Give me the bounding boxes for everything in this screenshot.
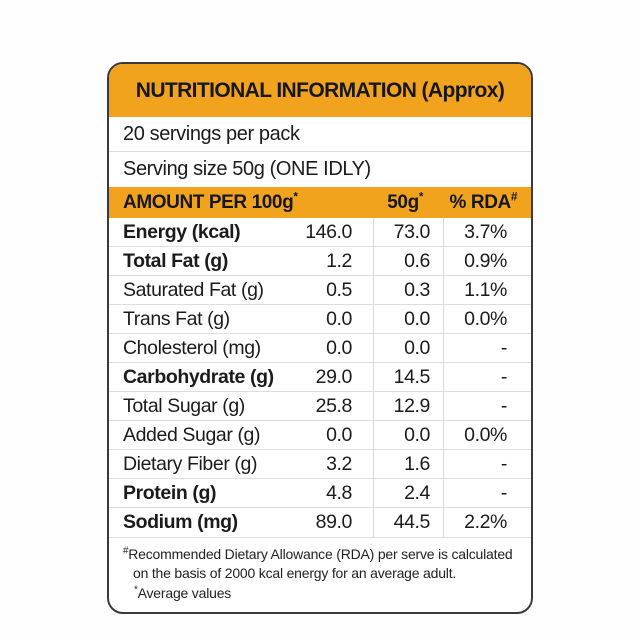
average-values-footnote: *Average values bbox=[134, 584, 519, 603]
row-label: Protein (g) bbox=[123, 481, 217, 504]
table-row-saturated-fat: Saturated Fat (g) 0.5 0.3 1.1% bbox=[109, 276, 531, 305]
row-value-50g: 2.4 bbox=[373, 479, 443, 507]
table-row-cholesterol: Cholesterol (mg) 0.0 0.0 - bbox=[109, 334, 531, 363]
asterisk-marker: * bbox=[293, 190, 298, 204]
table-row-trans-fat: Trans Fat (g) 0.0 0.0 0.0% bbox=[109, 305, 531, 334]
row-value-50g: 1.6 bbox=[373, 450, 443, 478]
row-value-100g: 4.8 bbox=[326, 481, 352, 504]
row-label: Sodium (mg) bbox=[123, 511, 238, 533]
row-value-rda: - bbox=[443, 363, 531, 391]
row-value-50g: 0.3 bbox=[373, 276, 443, 304]
row-value-rda: - bbox=[443, 450, 531, 478]
row-value-50g: 0.0 bbox=[373, 421, 443, 449]
row-value-50g: 73.0 bbox=[373, 218, 443, 246]
row-label: Energy (kcal) bbox=[123, 220, 241, 243]
table-row-energy: Energy (kcal) 146.0 73.0 3.7% bbox=[109, 218, 531, 247]
row-label: Dietary Fiber (g) bbox=[123, 452, 258, 475]
servings-per-pack-row: 20 servings per pack bbox=[109, 117, 531, 152]
label-header-band: NUTRITIONAL INFORMATION (Approx) bbox=[109, 64, 531, 117]
row-value-100g: 25.8 bbox=[315, 394, 353, 417]
average-values-text: Average values bbox=[137, 584, 232, 601]
row-value-50g: 12.9 bbox=[373, 392, 443, 420]
rda-footnote: #Recommended Dietary Allowance (RDA) per… bbox=[123, 545, 519, 583]
row-value-50g: 14.5 bbox=[373, 363, 443, 391]
nutrition-table: Energy (kcal) 146.0 73.0 3.7% Total Fat … bbox=[109, 218, 531, 537]
hash-marker: # bbox=[123, 545, 129, 557]
hash-marker: # bbox=[510, 190, 518, 204]
rda-footnote-text: Recommended Dietary Allowance (RDA) per … bbox=[128, 546, 513, 581]
row-value-rda: - bbox=[443, 392, 531, 420]
row-label: Trans Fat (g) bbox=[123, 307, 230, 330]
row-value-100g: 146.0 bbox=[305, 220, 352, 243]
column-header-amount-text: AMOUNT PER 100g bbox=[123, 191, 294, 213]
nutrition-label-card: NUTRITIONAL INFORMATION (Approx) 20 serv… bbox=[107, 62, 533, 615]
row-value-rda: 2.2% bbox=[443, 508, 531, 537]
row-value-rda: 0.0% bbox=[443, 421, 531, 449]
row-value-50g: 0.0 bbox=[373, 305, 443, 333]
table-row-sodium: Sodium (mg) 89.0 44.5 2.2% bbox=[109, 508, 531, 537]
row-value-100g: 0.0 bbox=[326, 307, 352, 330]
row-value-100g: 0.0 bbox=[326, 336, 352, 359]
asterisk-marker: * bbox=[418, 190, 424, 204]
table-row-carbohydrate: Carbohydrate (g) 29.0 14.5 - bbox=[109, 363, 531, 392]
row-value-100g: 0.5 bbox=[326, 278, 352, 301]
row-label: Added Sugar (g) bbox=[123, 423, 261, 446]
row-value-rda: - bbox=[443, 479, 531, 507]
row-value-rda: 3.7% bbox=[443, 218, 531, 246]
row-value-rda: 1.1% bbox=[443, 276, 531, 304]
row-value-50g: 0.0 bbox=[373, 334, 443, 362]
row-value-50g: 0.6 bbox=[373, 247, 443, 275]
row-value-100g: 29.0 bbox=[315, 365, 353, 388]
table-row-dietary-fiber: Dietary Fiber (g) 3.2 1.6 - bbox=[109, 450, 531, 479]
row-value-rda: - bbox=[443, 334, 531, 362]
row-label: Carbohydrate (g) bbox=[123, 365, 274, 388]
asterisk-marker: * bbox=[134, 583, 138, 595]
label-title: NUTRITIONAL INFORMATION (Approx) bbox=[135, 78, 505, 102]
column-header-rda-text: % RDA bbox=[449, 191, 512, 213]
footnotes-section: #Recommended Dietary Allowance (RDA) per… bbox=[109, 537, 531, 612]
serving-size-row: Serving size 50g (ONE IDLY) bbox=[109, 152, 531, 187]
column-header-50g: 50g* bbox=[373, 190, 443, 214]
servings-per-pack-text: 20 servings per pack bbox=[123, 122, 300, 145]
table-row-protein: Protein (g) 4.8 2.4 - bbox=[109, 479, 531, 508]
row-label: Total Sugar (g) bbox=[123, 394, 245, 417]
table-row-total-sugar: Total Sugar (g) 25.8 12.9 - bbox=[109, 392, 531, 421]
row-value-100g: 89.0 bbox=[315, 511, 353, 533]
serving-size-text: Serving size 50g (ONE IDLY) bbox=[123, 158, 371, 180]
row-value-rda: 0.0% bbox=[443, 305, 531, 333]
column-header-rda: % RDA# bbox=[443, 190, 531, 214]
row-label: Saturated Fat (g) bbox=[123, 278, 264, 301]
column-header-amount-per-100g: AMOUNT PER 100g* bbox=[109, 190, 298, 214]
row-label: Cholesterol (mg) bbox=[123, 336, 261, 359]
row-label: Total Fat (g) bbox=[123, 249, 228, 272]
row-value-100g: 3.2 bbox=[326, 452, 352, 475]
column-header-50g-text: 50g bbox=[387, 191, 419, 213]
table-row-added-sugar: Added Sugar (g) 0.0 0.0 0.0% bbox=[109, 421, 531, 450]
table-column-header: AMOUNT PER 100g* 50g* % RDA# bbox=[109, 187, 531, 218]
row-value-50g: 44.5 bbox=[373, 508, 443, 537]
row-value-100g: 1.2 bbox=[326, 249, 352, 272]
table-row-total-fat: Total Fat (g) 1.2 0.6 0.9% bbox=[109, 247, 531, 276]
row-value-100g: 0.0 bbox=[326, 423, 352, 446]
row-value-rda: 0.9% bbox=[443, 247, 531, 275]
